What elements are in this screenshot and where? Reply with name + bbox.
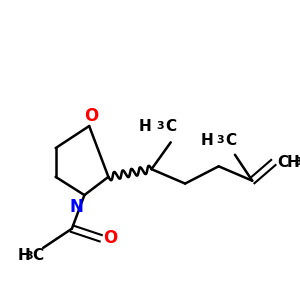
Text: N: N xyxy=(70,198,84,216)
Text: H: H xyxy=(17,248,30,263)
Text: C: C xyxy=(33,248,44,263)
Text: H: H xyxy=(200,133,213,148)
Text: 3: 3 xyxy=(156,121,164,131)
Text: O: O xyxy=(103,229,117,247)
Text: H: H xyxy=(287,155,299,170)
Text: H: H xyxy=(139,118,152,134)
Text: 3: 3 xyxy=(294,158,300,167)
Text: C: C xyxy=(165,118,176,134)
Text: 3: 3 xyxy=(25,250,33,260)
Text: C: C xyxy=(225,133,236,148)
Text: 3: 3 xyxy=(217,135,224,146)
Text: O: O xyxy=(84,107,98,125)
Text: C: C xyxy=(277,155,288,170)
